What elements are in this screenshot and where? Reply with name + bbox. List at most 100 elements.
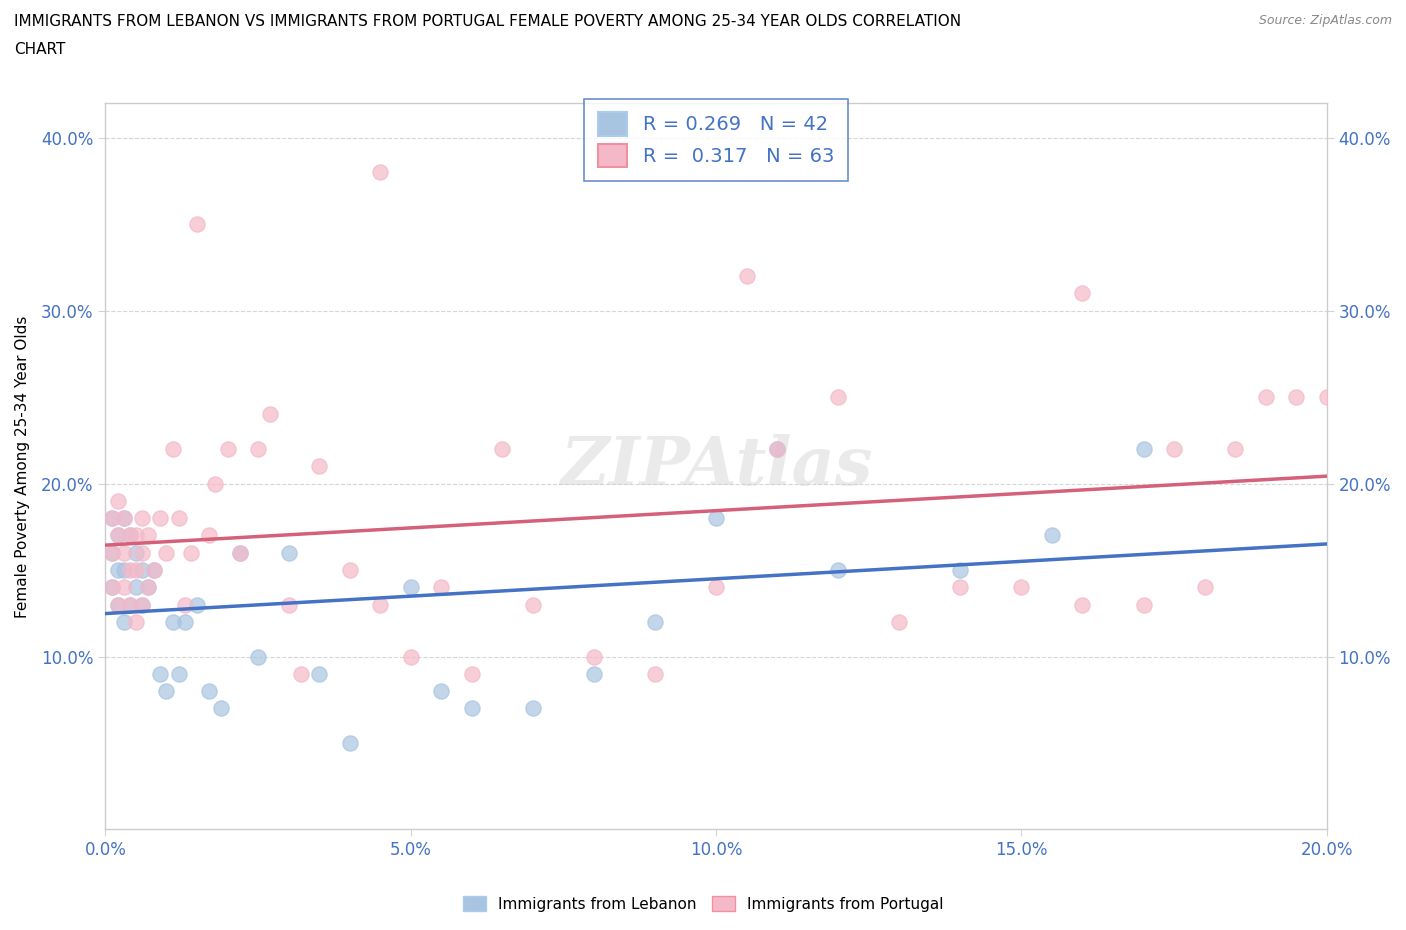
Point — [198, 528, 221, 543]
Point — [949, 563, 972, 578]
Point — [118, 528, 141, 543]
Point — [125, 563, 148, 578]
Point — [308, 458, 330, 473]
Point — [339, 736, 361, 751]
Point — [204, 476, 226, 491]
Point — [118, 597, 141, 612]
Point — [368, 597, 391, 612]
Point — [339, 563, 361, 578]
Point — [522, 701, 544, 716]
Point — [290, 667, 312, 682]
Point — [118, 597, 141, 612]
Point — [131, 563, 153, 578]
Text: Source: ZipAtlas.com: Source: ZipAtlas.com — [1258, 14, 1392, 27]
Point — [173, 597, 195, 612]
Point — [112, 580, 135, 595]
Point — [143, 563, 166, 578]
Point — [112, 545, 135, 560]
Point — [1254, 390, 1277, 405]
Point — [107, 597, 129, 612]
Point — [1071, 286, 1094, 301]
Point — [704, 580, 727, 595]
Point — [149, 511, 172, 525]
Point — [186, 217, 208, 232]
Point — [173, 615, 195, 630]
Point — [131, 597, 153, 612]
Point — [1316, 390, 1339, 405]
Point — [107, 597, 129, 612]
Legend: R = 0.269   N = 42, R =  0.317   N = 63: R = 0.269 N = 42, R = 0.317 N = 63 — [585, 99, 848, 181]
Point — [277, 545, 299, 560]
Point — [131, 597, 153, 612]
Point — [162, 442, 184, 457]
Point — [167, 667, 190, 682]
Point — [107, 528, 129, 543]
Point — [949, 580, 972, 595]
Y-axis label: Female Poverty Among 25-34 Year Olds: Female Poverty Among 25-34 Year Olds — [15, 315, 30, 618]
Point — [229, 545, 252, 560]
Point — [125, 615, 148, 630]
Point — [1223, 442, 1246, 457]
Point — [131, 545, 153, 560]
Point — [180, 545, 202, 560]
Point — [491, 442, 513, 457]
Point — [125, 545, 148, 560]
Point — [430, 580, 453, 595]
Text: ZIPAtlas: ZIPAtlas — [560, 434, 872, 498]
Point — [155, 684, 177, 698]
Point — [167, 511, 190, 525]
Point — [149, 667, 172, 682]
Legend: Immigrants from Lebanon, Immigrants from Portugal: Immigrants from Lebanon, Immigrants from… — [457, 889, 949, 918]
Point — [247, 649, 270, 664]
Point — [277, 597, 299, 612]
Point — [1285, 390, 1308, 405]
Point — [1132, 597, 1154, 612]
Point — [399, 580, 422, 595]
Point — [100, 580, 122, 595]
Point — [399, 649, 422, 664]
Point — [766, 442, 789, 457]
Point — [229, 545, 252, 560]
Point — [1010, 580, 1032, 595]
Point — [125, 528, 148, 543]
Point — [582, 649, 605, 664]
Point — [186, 597, 208, 612]
Text: CHART: CHART — [14, 42, 66, 57]
Point — [125, 580, 148, 595]
Point — [735, 269, 758, 284]
Point — [217, 442, 239, 457]
Point — [430, 684, 453, 698]
Point — [112, 615, 135, 630]
Point — [136, 528, 159, 543]
Point — [827, 563, 849, 578]
Point — [107, 528, 129, 543]
Point — [118, 563, 141, 578]
Point — [582, 667, 605, 682]
Point — [136, 580, 159, 595]
Point — [1194, 580, 1216, 595]
Point — [112, 563, 135, 578]
Point — [100, 545, 122, 560]
Point — [766, 442, 789, 457]
Point — [308, 667, 330, 682]
Text: IMMIGRANTS FROM LEBANON VS IMMIGRANTS FROM PORTUGAL FEMALE POVERTY AMONG 25-34 Y: IMMIGRANTS FROM LEBANON VS IMMIGRANTS FR… — [14, 14, 962, 29]
Point — [118, 528, 141, 543]
Point — [1040, 528, 1063, 543]
Point — [522, 597, 544, 612]
Point — [368, 165, 391, 179]
Point — [131, 511, 153, 525]
Point — [889, 615, 911, 630]
Point — [112, 511, 135, 525]
Point — [136, 580, 159, 595]
Point — [461, 701, 484, 716]
Point — [259, 407, 281, 422]
Point — [100, 545, 122, 560]
Point — [112, 511, 135, 525]
Point — [143, 563, 166, 578]
Point — [827, 390, 849, 405]
Point — [209, 701, 232, 716]
Point — [107, 494, 129, 509]
Point — [1071, 597, 1094, 612]
Point — [162, 615, 184, 630]
Point — [247, 442, 270, 457]
